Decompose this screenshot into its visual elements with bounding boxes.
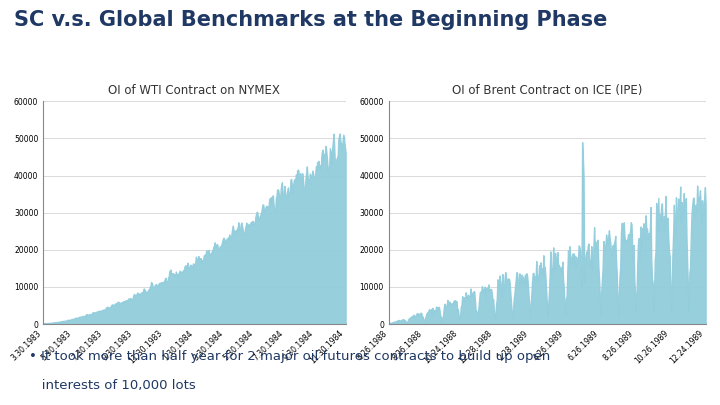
Text: interests of 10,000 lots: interests of 10,000 lots <box>29 379 196 392</box>
Text: • It took more than half year for 2 major oil futures contracts to build up open: • It took more than half year for 2 majo… <box>29 350 550 363</box>
Text: SC v.s. Global Benchmarks at the Beginning Phase: SC v.s. Global Benchmarks at the Beginni… <box>14 10 608 30</box>
Title: OI of Brent Contract on ICE (IPE): OI of Brent Contract on ICE (IPE) <box>452 84 642 97</box>
Title: OI of WTI Contract on NYMEX: OI of WTI Contract on NYMEX <box>109 84 280 97</box>
